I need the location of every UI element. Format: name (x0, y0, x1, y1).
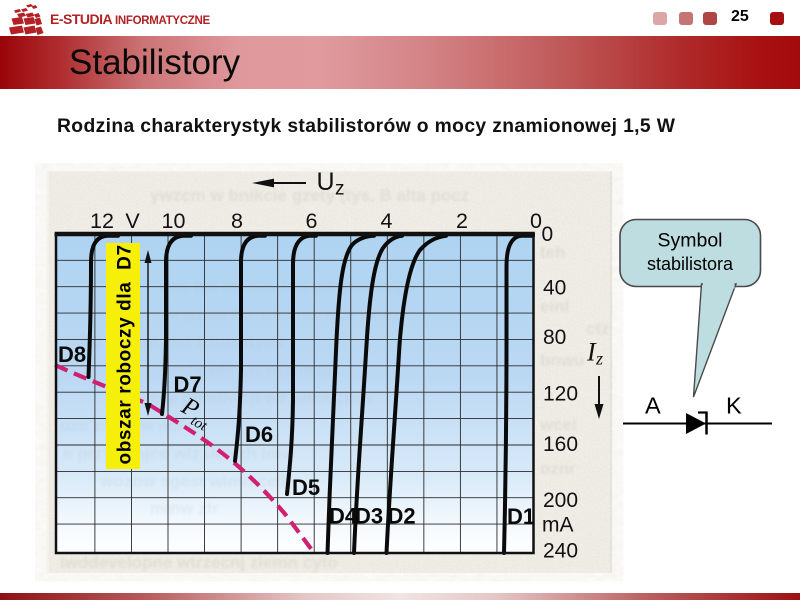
svg-text:bmza wislcn wtane olz: bmza wislcn wtane olz (160, 360, 341, 379)
svg-text:U: U (317, 168, 335, 196)
svg-text:2: 2 (456, 209, 468, 233)
svg-text:40: 40 (543, 277, 566, 300)
svg-text:200: 200 (543, 489, 578, 512)
svg-text:iwddevelopne wtrzecnj ziemn cy: iwddevelopne wtrzecnj ziemn cyto (60, 553, 338, 572)
svg-text:wozbw sgest wlmn celk: wozbw sgest wlmn celk (99, 472, 291, 491)
svg-text:I: I (586, 338, 597, 367)
svg-text:0: 0 (542, 223, 554, 246)
svg-text:6: 6 (306, 209, 318, 233)
svg-text:bnwu: bnwu (540, 351, 584, 370)
svg-text:einl: einl (540, 297, 569, 316)
svg-text:z: z (595, 349, 603, 369)
svg-text:stabilistora: stabilistora (647, 254, 734, 274)
svg-text:8: 8 (231, 209, 243, 233)
svg-text:0: 0 (530, 209, 542, 233)
svg-text:mA: mA (542, 514, 574, 537)
svg-text:ntbd wmzei jest ozunwtymi: ntbd wmzei jest ozunwtymi (65, 332, 284, 351)
svg-text:z: z (335, 179, 345, 200)
svg-text:D8: D8 (58, 342, 86, 367)
svg-text:D6: D6 (245, 422, 273, 447)
svg-text:240: 240 (543, 540, 578, 563)
svg-text:D4: D4 (329, 504, 358, 529)
svg-text:D3: D3 (355, 504, 383, 529)
svg-text:10: 10 (162, 209, 186, 233)
svg-text:4: 4 (381, 209, 393, 233)
svg-text:12: 12 (90, 209, 114, 233)
svg-text:V: V (125, 209, 140, 233)
svg-text:cza phmllwcjt wz uime zmls: cza phmllwcjt wz uime zmls (150, 388, 374, 407)
svg-text:A: A (645, 393, 661, 419)
svg-text:120: 120 (543, 383, 578, 406)
svg-text:ywzcm w bnikcie gzety (tys. B: ywzcm w bnikcie gzety (tys. B alta pocz (150, 186, 469, 205)
svg-text:160: 160 (543, 433, 578, 456)
svg-text:Symbol: Symbol (657, 230, 722, 252)
svg-text:ctz: ctz (586, 319, 610, 338)
svg-text:D7: D7 (174, 372, 202, 397)
svg-text:obszar roboczy dla D7: obszar roboczy dla D7 (115, 244, 136, 464)
svg-text:D5: D5 (292, 475, 320, 500)
svg-text:wcei: wcei (539, 415, 577, 434)
svg-text:teh: teh (540, 243, 566, 262)
svg-text:D2: D2 (388, 504, 416, 529)
svg-text:80: 80 (543, 326, 566, 349)
svg-text:tot: tot (188, 413, 210, 435)
svg-text:oznr: oznr (540, 459, 576, 478)
svg-text:K: K (726, 393, 742, 419)
svg-text:D1: D1 (507, 504, 535, 529)
svg-text:mlnw ztr: mlnw ztr (150, 499, 219, 518)
